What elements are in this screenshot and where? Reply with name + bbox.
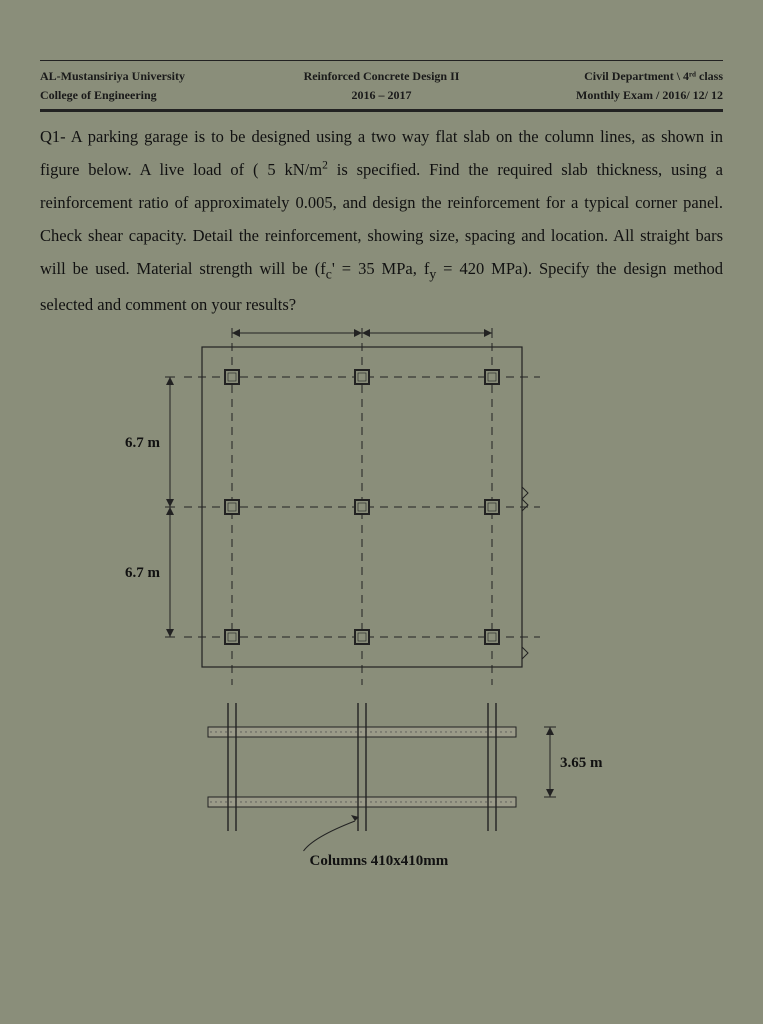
svg-text:6.7 m: 6.7 m — [125, 565, 161, 581]
university-name: AL-Mustansiriya University — [40, 67, 268, 86]
svg-text:6.7 m: 6.7 m — [409, 327, 445, 331]
exam-page: AL-Mustansiriya University College of En… — [0, 0, 763, 1024]
header-left: AL-Mustansiriya University College of En… — [40, 67, 268, 105]
exam-date: Monthly Exam / 2016/ 12/ 12 — [495, 86, 723, 105]
department-class: Civil Department \ 4ʳᵈ class — [495, 67, 723, 86]
question-text-3: ' = 35 MPa, f — [332, 259, 429, 278]
college-name: College of Engineering — [40, 86, 268, 105]
svg-text:3.65 m: 3.65 m — [560, 755, 603, 771]
svg-text:Columns 410x410mm: Columns 410x410mm — [309, 853, 448, 869]
svg-text:6.7 m: 6.7 m — [279, 327, 315, 331]
course-title: Reinforced Concrete Design II — [268, 67, 496, 86]
academic-year: 2016 – 2017 — [268, 86, 496, 105]
svg-text:6.7 m: 6.7 m — [125, 435, 161, 451]
header-right: Civil Department \ 4ʳᵈ class Monthly Exa… — [495, 67, 723, 105]
diagram-container: 6.7 m 6.7 m 6.7 m 6.7 m 3.65 m Columns 410x41… — [40, 327, 723, 887]
structural-diagram: 6.7 m 6.7 m 6.7 m 6.7 m 3.65 m Columns 410x41… — [102, 327, 662, 887]
question-label: Q1- — [40, 127, 66, 146]
question-body: Q1- A parking garage is to be designed u… — [40, 120, 723, 321]
page-header: AL-Mustansiriya University College of En… — [40, 60, 723, 112]
header-center: Reinforced Concrete Design II 2016 – 201… — [268, 67, 496, 105]
